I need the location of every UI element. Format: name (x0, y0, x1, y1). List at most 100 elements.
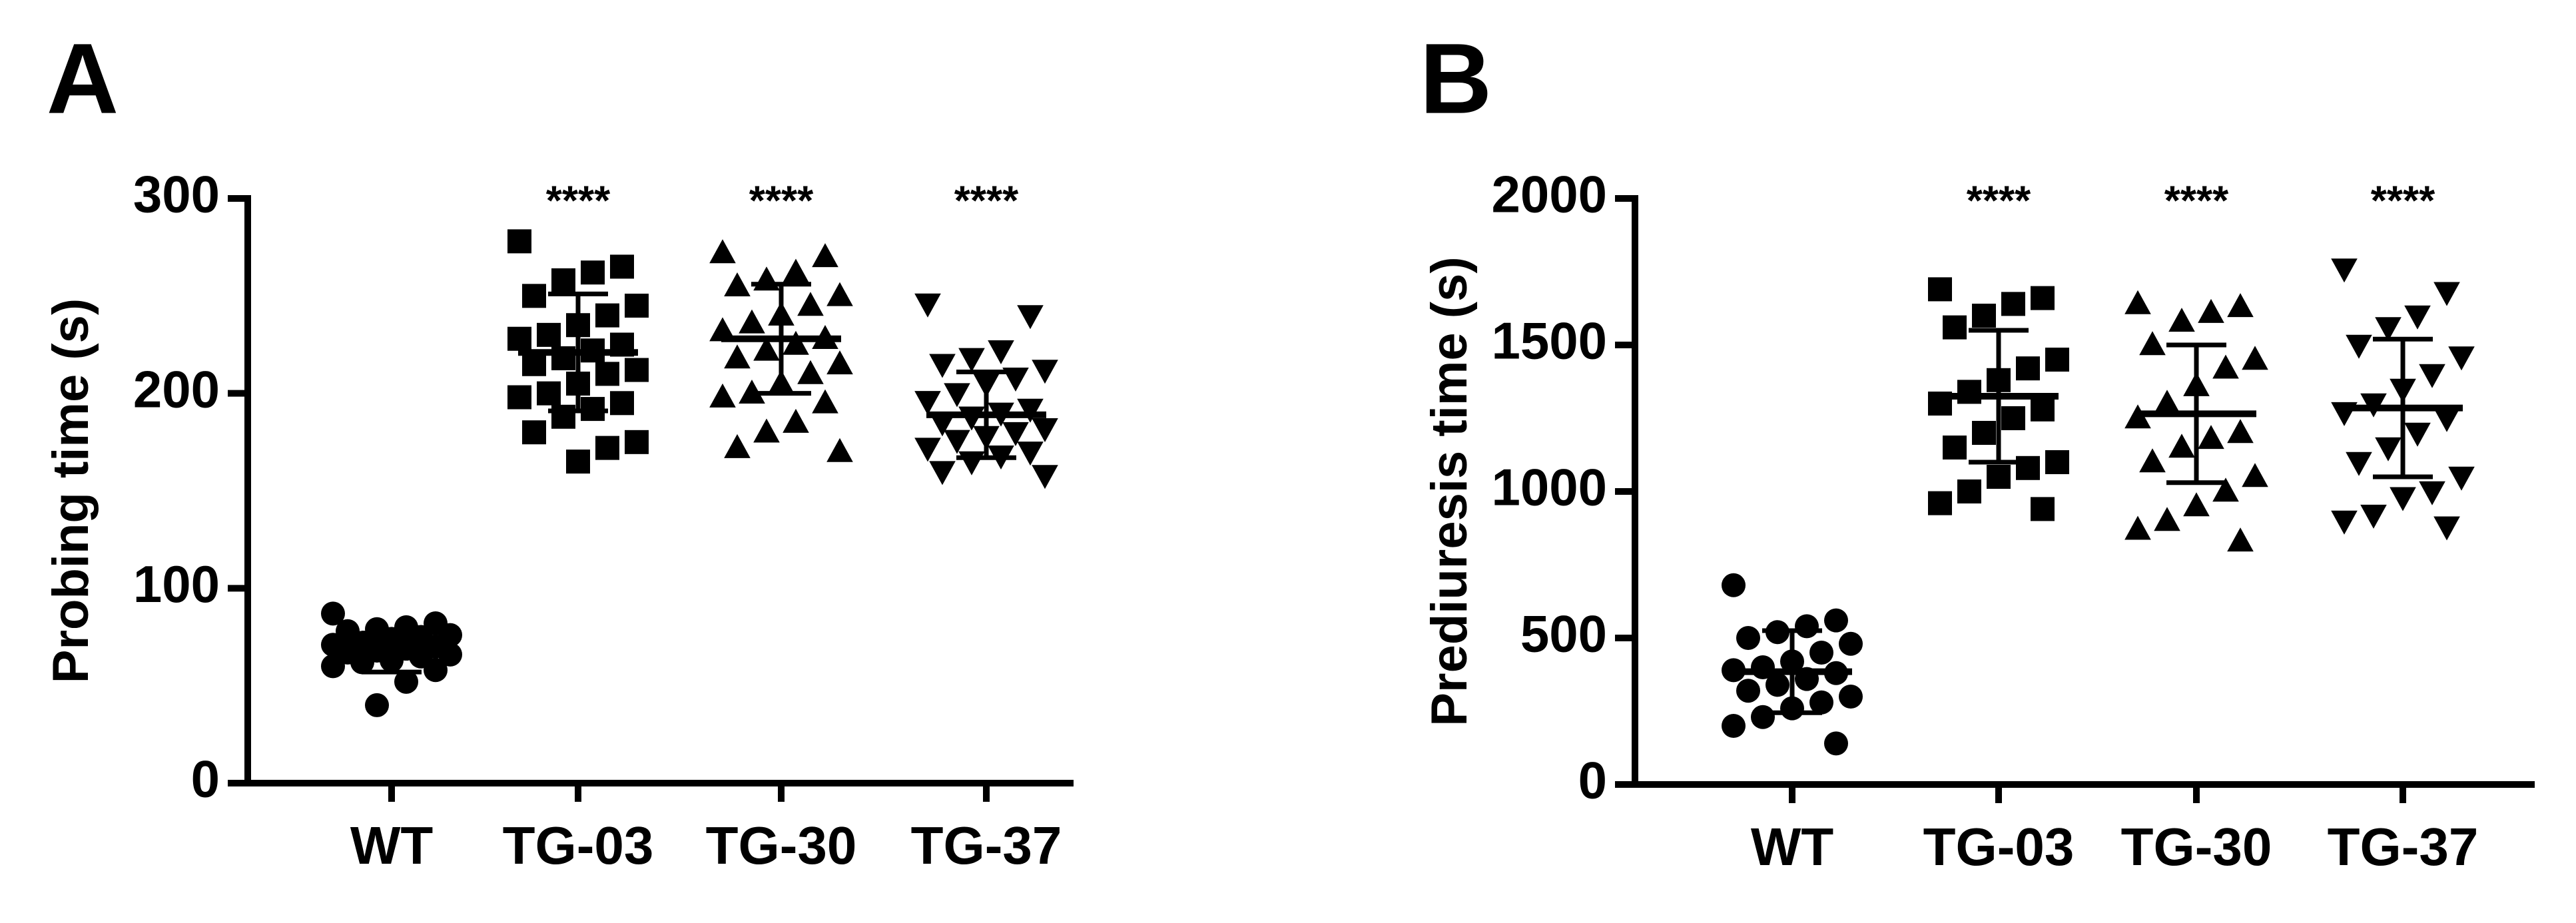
data-point (321, 654, 345, 679)
data-point (2433, 408, 2460, 432)
data-point (625, 358, 649, 382)
data-point (797, 360, 824, 384)
data-point (783, 258, 809, 283)
data-point (2419, 364, 2445, 388)
data-point (2154, 507, 2180, 531)
significance-label: **** (2164, 178, 2229, 224)
data-point (507, 385, 531, 410)
data-point (1809, 641, 1833, 665)
data-point (2139, 448, 2166, 473)
y-tick-label: 200 (133, 360, 220, 418)
data-point (2227, 419, 2254, 444)
x-tick-label: WT (1751, 817, 1834, 876)
data-point (958, 451, 985, 475)
data-point (2198, 298, 2224, 323)
significance-label: **** (546, 178, 611, 224)
data-point (1722, 573, 1746, 597)
data-point (2001, 406, 2025, 430)
data-point (350, 650, 374, 675)
data-point (1032, 465, 1058, 489)
data-point (812, 243, 838, 268)
data-point (2183, 492, 2210, 517)
data-point (944, 383, 970, 408)
data-point (2227, 527, 2254, 552)
data-point (625, 430, 649, 454)
y-tick-label: 1000 (1491, 458, 1607, 517)
data-point (2331, 510, 2358, 535)
data-point (753, 266, 780, 291)
data-point (522, 352, 546, 376)
data-point (2031, 497, 2055, 521)
data-point (724, 344, 751, 369)
data-point (826, 282, 853, 306)
data-point (2360, 504, 2387, 529)
data-point (753, 336, 780, 361)
data-point (812, 389, 838, 414)
data-point (566, 450, 590, 474)
data-point (507, 326, 531, 351)
x-tick-label: WT (350, 816, 434, 875)
data-point (551, 404, 575, 429)
data-point (1839, 685, 1863, 709)
data-point (724, 434, 751, 458)
data-point (394, 669, 418, 694)
data-point (2031, 286, 2055, 310)
data-point (2390, 487, 2416, 511)
data-point (2404, 422, 2431, 447)
data-point (522, 420, 546, 445)
data-point (797, 292, 824, 316)
significance-label: **** (1967, 178, 2031, 224)
data-point (1766, 673, 1789, 697)
data-point (2001, 292, 2025, 316)
data-point (2045, 348, 2069, 372)
data-point (1002, 422, 1029, 446)
data-point (1751, 705, 1775, 729)
data-point (1943, 315, 1967, 340)
data-point (2016, 456, 2040, 480)
data-point (595, 362, 619, 386)
data-point (2045, 450, 2069, 474)
data-point (709, 317, 736, 342)
data-point (739, 309, 765, 334)
x-tick-label: TG-30 (706, 816, 857, 875)
data-point (1987, 465, 2011, 489)
y-tick-label: 300 (133, 165, 220, 224)
x-tick-label: TG-03 (503, 816, 654, 875)
data-point (2227, 293, 2254, 318)
data-point (551, 268, 575, 292)
data-point (610, 391, 634, 416)
data-point (2448, 466, 2475, 491)
data-point (2212, 477, 2239, 502)
data-point (522, 284, 546, 308)
data-point (988, 340, 1014, 364)
data-point (2212, 354, 2239, 379)
data-point (2375, 317, 2402, 342)
data-point (1017, 398, 1044, 423)
y-tick-label: 0 (191, 750, 220, 808)
data-point (914, 293, 941, 318)
y-tick-label: 500 (1520, 605, 1607, 663)
data-point (2404, 305, 2431, 330)
data-point (2346, 452, 2372, 476)
data-point (2168, 308, 2195, 332)
data-point (724, 272, 751, 296)
x-tick-label: TG-37 (911, 816, 1062, 875)
data-point (2242, 463, 2268, 487)
data-point (783, 330, 809, 355)
data-point (1839, 631, 1863, 656)
data-point (783, 408, 809, 433)
data-point (1957, 380, 1981, 404)
data-point (1722, 714, 1746, 738)
data-point (2016, 356, 2040, 381)
data-point (914, 391, 941, 416)
data-point (2448, 346, 2475, 371)
x-tick-label: TG-30 (2121, 817, 2272, 876)
data-point (1943, 436, 1967, 460)
data-point (1824, 608, 1848, 633)
data-point (2242, 346, 2268, 370)
data-point (1957, 479, 1981, 503)
significance-label: **** (749, 178, 814, 224)
y-tick-label: 100 (133, 555, 220, 613)
data-point (595, 436, 619, 460)
data-point (507, 229, 531, 254)
